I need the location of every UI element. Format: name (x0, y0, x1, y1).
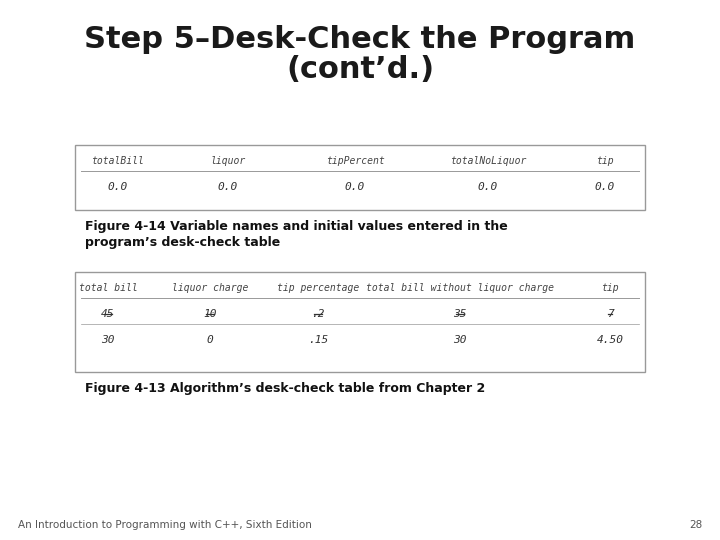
Text: liquor: liquor (210, 156, 246, 166)
Text: An Introduction to Programming with C++, Sixth Edition: An Introduction to Programming with C++,… (18, 520, 312, 530)
Text: Step 5–Desk-Check the Program: Step 5–Desk-Check the Program (84, 25, 636, 55)
Text: 30: 30 (102, 335, 114, 345)
Text: 28: 28 (689, 520, 702, 530)
Text: 0.0: 0.0 (478, 182, 498, 192)
Text: 35: 35 (454, 309, 467, 319)
Text: 7: 7 (607, 309, 613, 319)
Text: 0.0: 0.0 (218, 182, 238, 192)
Text: tipPercent: tipPercent (325, 156, 384, 166)
Text: totalBill: totalBill (91, 156, 145, 166)
Text: 30: 30 (454, 335, 467, 345)
Text: .2: .2 (311, 309, 325, 319)
Text: total bill without liquor charge: total bill without liquor charge (366, 283, 554, 293)
Text: Figure 4-14 Variable names and initial values entered in the: Figure 4-14 Variable names and initial v… (85, 220, 508, 233)
Text: 0.0: 0.0 (345, 182, 365, 192)
Text: tip percentage: tip percentage (277, 283, 359, 293)
Text: 0.0: 0.0 (108, 182, 128, 192)
Text: Figure 4-13 Algorithm’s desk-check table from Chapter 2: Figure 4-13 Algorithm’s desk-check table… (85, 382, 485, 395)
Text: (cont’d.): (cont’d.) (286, 56, 434, 84)
Text: 45: 45 (102, 309, 114, 319)
FancyBboxPatch shape (75, 145, 645, 210)
FancyBboxPatch shape (75, 272, 645, 372)
Text: program’s desk-check table: program’s desk-check table (85, 236, 280, 249)
Text: .15: .15 (308, 335, 328, 345)
Text: 0.0: 0.0 (595, 182, 615, 192)
Text: 4.50: 4.50 (596, 335, 624, 345)
Text: liquor charge: liquor charge (172, 283, 248, 293)
Text: 10: 10 (203, 309, 217, 319)
Text: total bill: total bill (78, 283, 138, 293)
Text: tip: tip (596, 156, 614, 166)
Text: totalNoLiquor: totalNoLiquor (450, 156, 526, 166)
Text: 0: 0 (207, 335, 213, 345)
Text: tip: tip (601, 283, 618, 293)
